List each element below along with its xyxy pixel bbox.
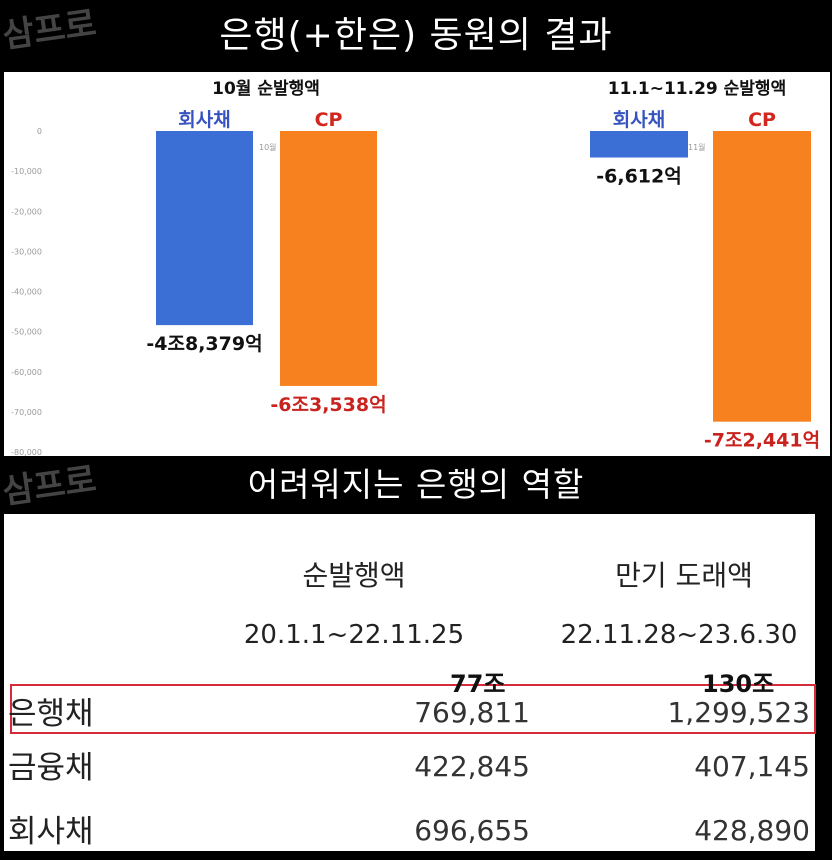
- panel-title-top: 은행(+한은) 동원의 결과: [219, 15, 613, 56]
- data-label: -4조8,379억: [146, 333, 262, 355]
- y-tick-label: 0: [37, 127, 42, 136]
- y-tick-label: -20,000: [11, 207, 42, 216]
- table-row-label: 금융채: [8, 750, 94, 786]
- y-tick-label: -80,000: [11, 448, 42, 456]
- category-label: CP: [748, 109, 776, 131]
- axis-small-label: 10월: [259, 142, 277, 152]
- data-table: 순발행액 만기 도래액 20.1.1~22.11.25 22.11.28~23.…: [4, 514, 816, 851]
- y-tick-label: -60,000: [11, 368, 42, 377]
- axis-small-label: 11월: [688, 142, 706, 152]
- col-header-maturity: 만기 도래액: [615, 559, 753, 592]
- table-cell: 407,145: [694, 750, 810, 783]
- data-label: -6조3,538억: [270, 394, 386, 416]
- bar: [713, 131, 811, 422]
- y-tick-label: -70,000: [11, 408, 42, 417]
- note-77jo: 77조: [450, 670, 506, 698]
- table-cell: 428,890: [694, 814, 810, 847]
- y-tick-label: -30,000: [11, 247, 42, 256]
- data-label: -7조2,441억: [704, 430, 820, 452]
- y-tick-label: -50,000: [11, 328, 42, 337]
- category-label: 회사채: [613, 109, 665, 131]
- chart-area: 0 -10,000 -20,000 -30,000 -40,000 -50,000 -60,…: [4, 72, 830, 456]
- table-row-label: 은행채: [8, 696, 94, 732]
- y-tick-label: -10,000: [11, 167, 42, 176]
- col-header-issuance: 순발행액: [302, 559, 406, 592]
- y-tick-label: -40,000: [11, 288, 42, 297]
- bar-chart: 0 -10,000 -20,000 -30,000 -40,000 -50,000 -60,…: [11, 79, 820, 456]
- table-row-label: 회사채: [8, 814, 94, 850]
- category-label: CP: [315, 109, 343, 131]
- table-cell: 696,655: [414, 814, 530, 847]
- note-130jo: 130조: [702, 670, 775, 698]
- col-period-issuance: 20.1.1~22.11.25: [243, 620, 465, 650]
- category-label: 회사채: [178, 109, 230, 131]
- chart-title: 10월 순발행액: [212, 79, 320, 99]
- table-cell: 1,299,523: [667, 696, 810, 729]
- chart-title: 11.1~11.29 순발행액: [608, 79, 786, 99]
- table-cell: 769,811: [414, 696, 530, 729]
- bar: [280, 131, 377, 386]
- bar: [156, 131, 253, 326]
- data-label: -6,612억: [596, 166, 681, 188]
- col-period-maturity: 22.11.28~23.6.30: [560, 620, 798, 650]
- panel-title-bottom: 어려워지는 은행의 역할: [247, 465, 585, 504]
- row-highlight-box: [10, 684, 816, 734]
- bar: [590, 131, 688, 158]
- table-cell: 422,845: [414, 750, 530, 783]
